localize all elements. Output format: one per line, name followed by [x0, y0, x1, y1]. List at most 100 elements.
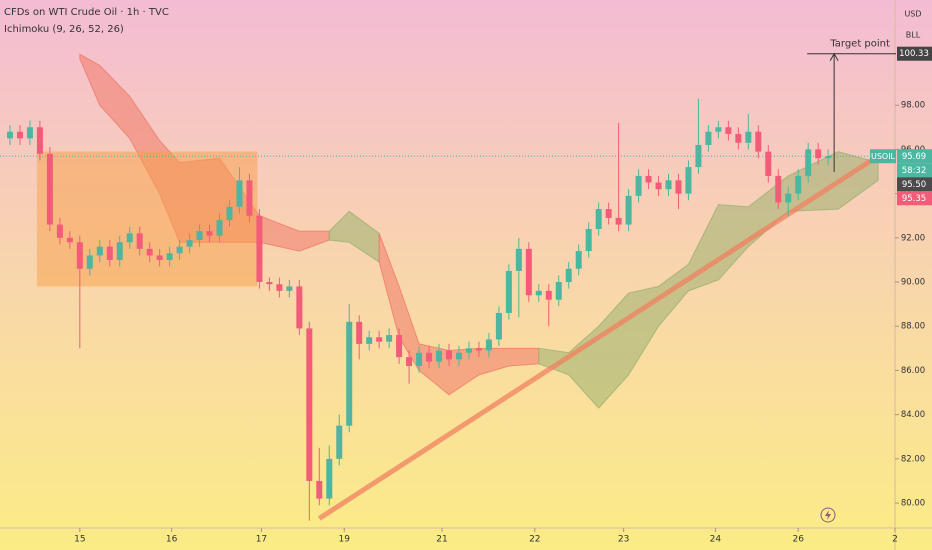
candle-body	[376, 337, 383, 342]
trendline	[317, 153, 880, 521]
x-tick-label: 22	[529, 535, 540, 545]
candle-body	[625, 195, 632, 225]
candle-body	[16, 131, 23, 139]
target-label: Target point	[829, 39, 890, 50]
candle-body	[655, 182, 662, 190]
candle-body	[605, 209, 612, 218]
candle-body	[206, 231, 213, 236]
candle-body	[755, 131, 762, 152]
x-tick-label: 16	[166, 535, 178, 545]
chart-title: CFDs on WTI Crude Oil · 1h · TVC	[4, 7, 169, 18]
candle-body	[545, 290, 552, 300]
candle-body	[615, 217, 622, 225]
candle-body	[176, 246, 183, 254]
candle-body	[76, 242, 83, 269]
candle-body	[785, 193, 792, 203]
y-tick-label: 92.00	[901, 233, 925, 243]
candle-body	[126, 233, 133, 243]
candle-body	[336, 425, 343, 459]
candle-body	[775, 175, 782, 203]
unit-label: BLL	[906, 31, 921, 40]
candle-body	[815, 149, 822, 159]
price-badge-label: 95.69	[902, 152, 926, 162]
candle-body	[26, 127, 33, 139]
candle-body	[216, 220, 223, 236]
x-tick-label: 26	[792, 535, 804, 545]
y-tick-label: 86.00	[901, 366, 925, 376]
y-tick-label: 84.00	[901, 410, 925, 420]
candle-body	[665, 180, 672, 190]
candle-body	[286, 286, 293, 291]
countdown-label: 58:32	[902, 166, 927, 176]
candle-body	[485, 339, 492, 351]
price-badge	[897, 46, 932, 61]
price-badge-label: 100.33	[899, 49, 929, 59]
candle-body	[316, 480, 323, 499]
price-badge-label: 95.35	[902, 194, 926, 204]
symbol-badge	[870, 149, 896, 164]
x-tick-label: 2	[892, 535, 898, 545]
candle-body	[455, 352, 462, 360]
candle-body	[36, 127, 43, 154]
candle-body	[725, 127, 732, 134]
candle-body	[396, 335, 403, 358]
candle-body	[6, 131, 13, 139]
candle-body	[116, 242, 123, 260]
price-badge	[897, 149, 932, 164]
candle-body	[515, 248, 522, 271]
candle-body	[146, 248, 153, 256]
candle-body	[465, 348, 472, 353]
candle-body	[106, 246, 113, 260]
price-badge-label: 95.50	[902, 180, 926, 190]
highlight-box	[36, 151, 258, 287]
candle-body	[186, 240, 193, 247]
candle-body	[745, 131, 752, 143]
x-tick-label: 24	[710, 535, 722, 545]
candle-body	[715, 127, 722, 132]
price-badge	[897, 177, 932, 192]
symbol-label: USOIL	[871, 152, 896, 161]
candle-body	[326, 458, 333, 499]
candle-body	[196, 231, 203, 241]
candle-body	[136, 233, 143, 249]
candle-body	[406, 357, 413, 366]
candle-body	[416, 352, 423, 366]
plot-area	[0, 53, 896, 521]
candle-body	[505, 270, 512, 313]
candle-body	[445, 350, 452, 360]
y-tick-label: 88.00	[901, 322, 925, 332]
y-tick-label: 80.00	[901, 499, 925, 509]
candle-body	[645, 175, 652, 183]
x-tick-label: 19	[339, 535, 351, 545]
candle-body	[236, 180, 243, 207]
candle-body	[276, 284, 283, 291]
countdown-badge	[897, 163, 932, 178]
candle-body	[795, 175, 802, 194]
candle-body	[356, 321, 363, 344]
candle-body	[306, 328, 313, 481]
candle-body	[595, 209, 602, 229]
price-badge	[897, 191, 932, 206]
candle-body	[475, 348, 482, 351]
candle-body	[436, 350, 443, 362]
candle-body	[56, 224, 63, 238]
candle-body	[156, 255, 163, 260]
currency-label: USD	[904, 10, 921, 19]
candle-body	[675, 180, 682, 194]
x-tick-label: 21	[436, 535, 447, 545]
candle-body	[825, 156, 832, 159]
candle-body	[805, 149, 812, 176]
ichimoku-cloud	[538, 151, 879, 409]
candle-body	[565, 268, 572, 283]
replay-icon[interactable]	[820, 507, 836, 523]
candle-body	[635, 175, 642, 196]
candle-body	[695, 144, 702, 168]
candle-body	[685, 167, 692, 194]
indicator-label: Ichimoku (9, 26, 52, 26)	[4, 24, 124, 35]
x-tick-label: 17	[256, 535, 267, 545]
x-tick-label: 15	[74, 535, 85, 545]
candle-body	[266, 282, 273, 285]
candle-body	[575, 251, 582, 269]
candle-body	[525, 248, 532, 296]
